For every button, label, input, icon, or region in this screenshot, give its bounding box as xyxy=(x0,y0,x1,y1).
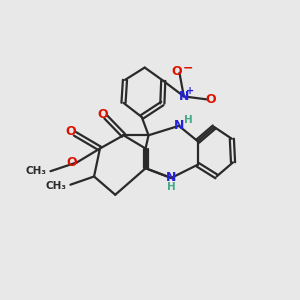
Text: O: O xyxy=(66,156,77,169)
Text: +: + xyxy=(186,85,194,95)
Text: N: N xyxy=(179,90,189,103)
Text: O: O xyxy=(65,125,76,138)
Text: N: N xyxy=(174,119,184,132)
Text: CH₃: CH₃ xyxy=(25,166,46,176)
Text: N: N xyxy=(166,172,176,184)
Text: O: O xyxy=(171,65,182,78)
Text: −: − xyxy=(182,61,193,74)
Text: O: O xyxy=(98,108,108,121)
Text: H: H xyxy=(167,182,176,192)
Text: O: O xyxy=(206,93,216,106)
Text: H: H xyxy=(184,115,193,125)
Text: CH₃: CH₃ xyxy=(46,181,67,191)
